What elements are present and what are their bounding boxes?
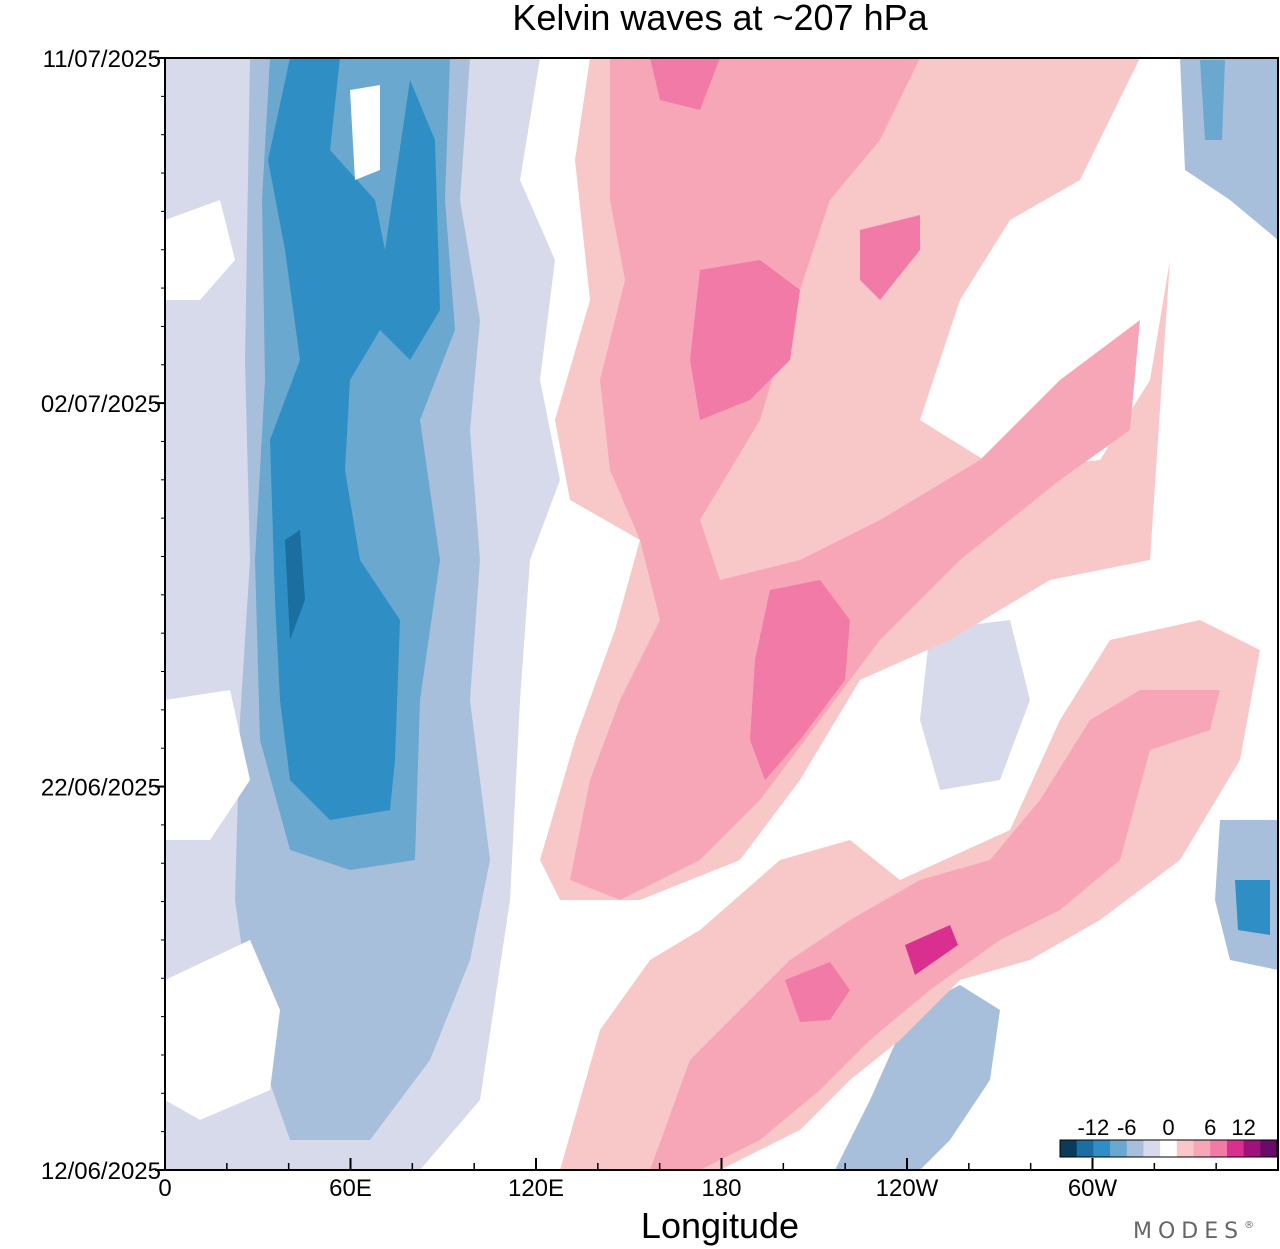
y-tick-label: 12/06/2025 — [41, 1158, 161, 1185]
y-tick-label: 11/07/2025 — [43, 46, 161, 73]
y-tick-label: 02/07/2025 — [41, 391, 161, 418]
x-tick-label: 60E — [329, 1175, 372, 1202]
colorbar-swatch — [1226, 1140, 1245, 1157]
contour-pos-6-se — [650, 690, 1220, 1170]
contour-neg-15 — [285, 530, 305, 640]
colorbar-swatch — [1110, 1140, 1128, 1157]
colorbar-swatch — [1176, 1140, 1195, 1157]
colorbar-swatch — [1243, 1140, 1261, 1157]
colorbar-swatch — [1093, 1140, 1111, 1157]
brand-registered-mark: ® — [1244, 1220, 1254, 1231]
x-axis-label: Longitude — [641, 1205, 799, 1246]
contour-pos-9 — [690, 260, 800, 420]
contour-neg-southeast-2 — [920, 620, 1030, 790]
x-tick-label: 180 — [701, 1175, 741, 1202]
contour-pos-9-c — [650, 58, 720, 110]
chart-title: Kelvin waves at ~207 hPa — [512, 0, 928, 38]
colorbar-label: -6 — [1117, 1115, 1137, 1140]
contour-pos-9-se-b — [905, 925, 958, 975]
gap-white-2 — [165, 200, 235, 300]
colorbar-label: -12 — [1077, 1115, 1109, 1140]
contour-fill — [165, 58, 1278, 1170]
colorbar-swatch — [1260, 1140, 1278, 1157]
colorbar-label: 6 — [1204, 1115, 1216, 1140]
x-tick-label: 120E — [508, 1175, 564, 1202]
colorbar-swatch — [1060, 1140, 1078, 1157]
brand-logo: MODES® — [1133, 1219, 1254, 1244]
contour-neg-east-low-2 — [1235, 880, 1270, 935]
gap-white-3 — [165, 690, 250, 840]
colorbar-swatch — [1160, 1140, 1178, 1157]
contour-neg-east-edge-2 — [1200, 60, 1225, 140]
y-axis: 11/07/2025 02/07/2025 22/06/2025 12/06/2025 — [41, 46, 165, 1185]
contour-pos-9-d — [860, 215, 920, 300]
x-tick-label: 120W — [876, 1175, 939, 1202]
x-tick-label: 60W — [1068, 1175, 1118, 1202]
colorbar-swatch — [1193, 1140, 1211, 1157]
colorbar-swatch — [1143, 1140, 1161, 1157]
x-tick-label: 0 — [158, 1175, 171, 1202]
colorbar-swatch — [1210, 1140, 1228, 1157]
colorbar-label: 12 — [1231, 1115, 1255, 1140]
contour-pos-9-se — [785, 962, 850, 1022]
colorbar-frame — [1059, 1139, 1278, 1158]
colorbar: -12 -6 0 6 12 — [1059, 1115, 1278, 1158]
y-tick-label: 22/06/2025 — [41, 775, 161, 802]
contour-neg-southeast — [835, 985, 1000, 1170]
x-axis: 0 60E 120E 180 120W 60W — [158, 1158, 1279, 1202]
colorbar-swatch — [1126, 1140, 1144, 1157]
gap-white-1 — [350, 85, 380, 180]
gap-white-4 — [165, 940, 280, 1120]
colorbar-label: 0 — [1162, 1115, 1174, 1140]
contour-neg-12 — [268, 58, 440, 820]
colorbar-swatch — [1076, 1140, 1094, 1157]
plot-area — [164, 57, 1279, 1171]
brand-logo-text: MODES — [1133, 1219, 1244, 1244]
contour-pos-9-b — [750, 580, 850, 780]
